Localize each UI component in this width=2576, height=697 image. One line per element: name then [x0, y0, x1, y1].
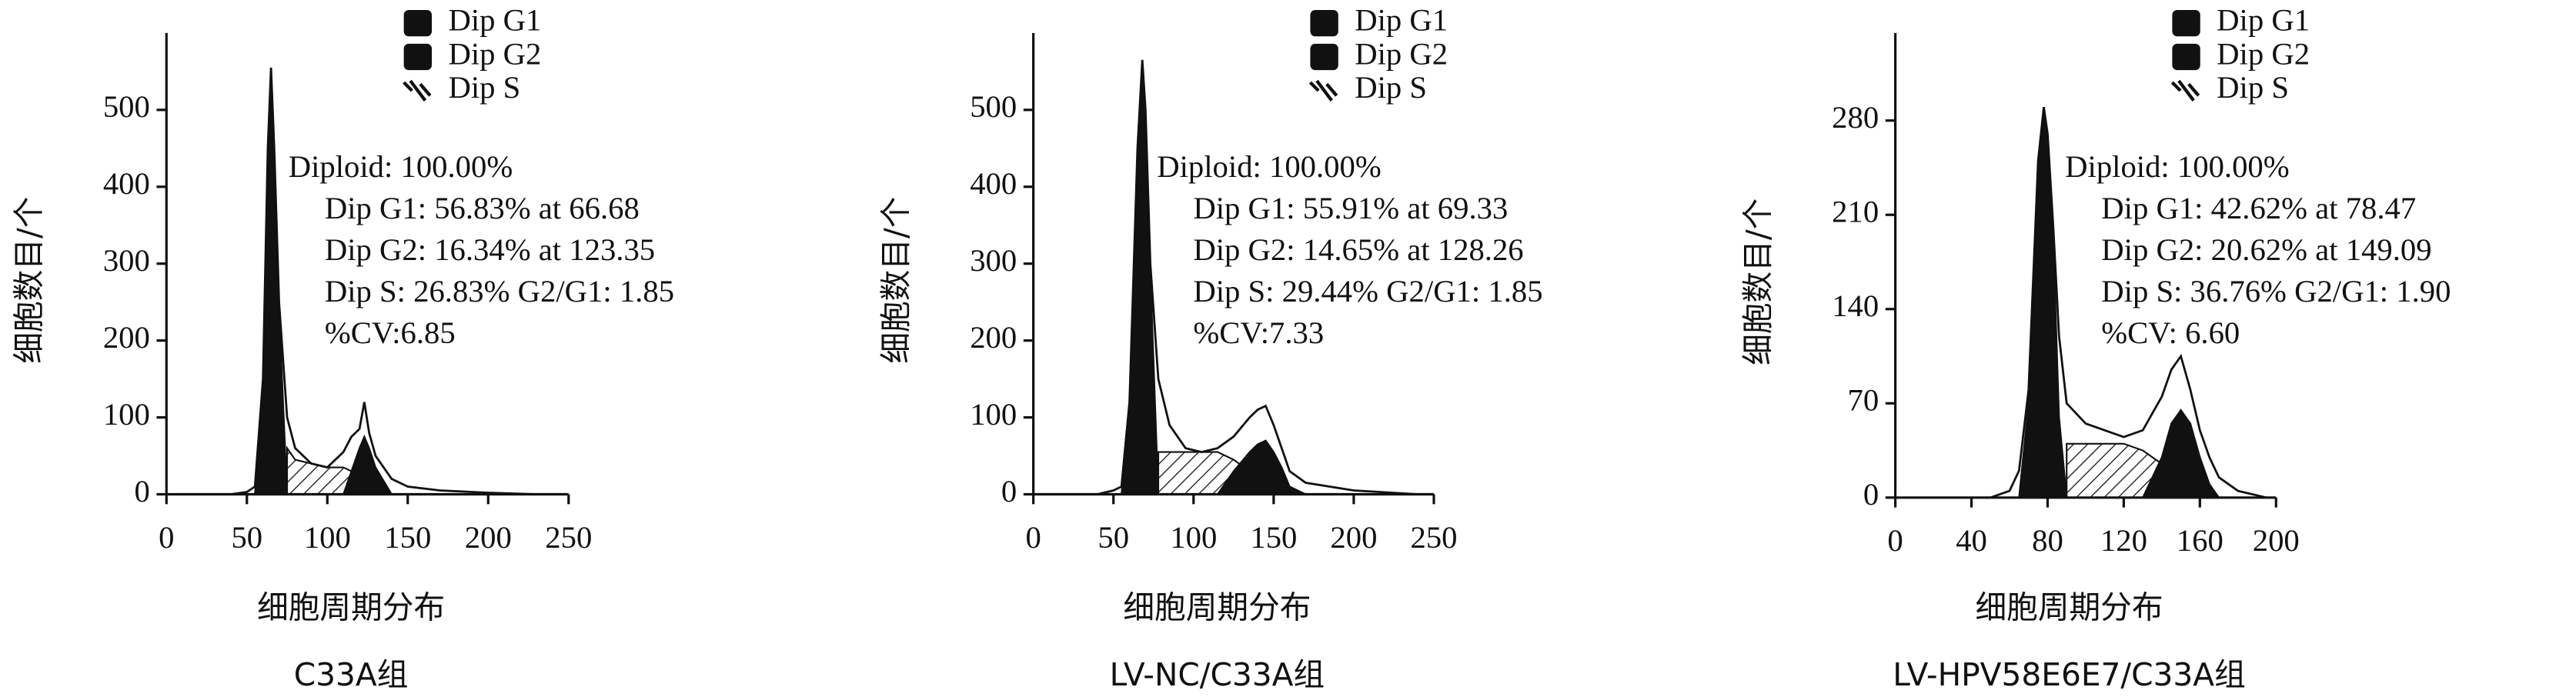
y-tick-label: 400: [103, 166, 150, 201]
y-axis-label: 细胞数目/个: [1739, 198, 1776, 365]
y-tick-label: 200: [970, 320, 1017, 355]
y-tick-label: 300: [103, 243, 150, 278]
legend-swatch: [1310, 43, 1338, 71]
annotation: %CV:7.33: [1193, 315, 1324, 350]
legend-label: Dip G1: [448, 2, 541, 37]
annotation: Diploid: 100.00%: [2065, 149, 2289, 184]
y-tick-label: 140: [1832, 288, 1879, 323]
y-tick-label: 280: [1832, 100, 1879, 135]
x-tick-label: 0: [1025, 520, 1041, 555]
x-tick-label: 0: [159, 520, 174, 555]
y-tick-label: 300: [970, 243, 1017, 278]
x-tick-label: 0: [1887, 523, 1903, 558]
x-tick-label: 40: [1956, 523, 1987, 558]
caption: LV-NC/C33A组: [1110, 656, 1325, 693]
legend-swatch: [1308, 79, 1338, 102]
x-tick-label: 160: [2177, 523, 2224, 558]
caption: LV-HPV58E6E7/C33A组: [1893, 656, 2246, 693]
y-tick-label: 400: [970, 166, 1017, 201]
y-tick-label: 100: [970, 397, 1017, 432]
legend-swatch: [2170, 79, 2200, 102]
annotation: Dip G1: 56.83% at 66.68: [325, 191, 640, 225]
y-tick-label: 210: [1832, 195, 1879, 229]
y-tick-label: 0: [1863, 477, 1879, 512]
legend-label: Dip G2: [448, 36, 541, 71]
y-tick-label: 500: [970, 89, 1017, 124]
series-area: [2018, 113, 2068, 499]
legend-label: Dip G2: [1355, 36, 1448, 71]
y-axis-label: 细胞数目/个: [11, 197, 48, 364]
x-tick-label: 200: [1330, 520, 1377, 555]
x-tick-label: 200: [465, 520, 512, 555]
x-tick-label: 150: [384, 520, 431, 555]
legend-label: Dip S: [2217, 70, 2289, 105]
legend-label: Dip G1: [1355, 2, 1448, 37]
series-area: [1215, 439, 1306, 495]
legend-swatch: [403, 43, 433, 71]
x-tick-label: 120: [2100, 523, 2147, 558]
y-tick-label: 70: [1848, 383, 1879, 418]
caption: C33A组: [294, 656, 409, 693]
x-tick-label: 100: [1170, 520, 1217, 555]
histogram-outline: [1990, 106, 2267, 499]
x-tick-label: 50: [231, 520, 262, 555]
annotation: %CV: 6.60: [2101, 315, 2240, 350]
y-tick-label: 100: [103, 397, 150, 432]
y-tick-label: 0: [135, 474, 150, 509]
y-tick-label: 500: [103, 89, 150, 124]
y-axis-label: 细胞数目/个: [877, 197, 914, 364]
histogram-outline: [1097, 59, 1418, 495]
x-tick-label: 250: [545, 520, 592, 555]
annotation: Diploid: 100.00%: [1157, 149, 1381, 184]
legend-label: Dip S: [448, 70, 520, 105]
x-axis-label: 细胞周期分布: [257, 589, 445, 625]
legend-label: Dip S: [1355, 70, 1427, 105]
x-tick-label: 250: [1411, 520, 1458, 555]
legend-label: Dip G2: [2217, 36, 2310, 71]
y-tick-label: 200: [103, 320, 150, 355]
x-tick-label: 80: [2032, 523, 2063, 558]
x-tick-label: 150: [1250, 520, 1297, 555]
annotation: Dip G1: 55.91% at 69.33: [1193, 191, 1508, 225]
annotation: Diploid: 100.00%: [289, 149, 513, 184]
x-tick-label: 50: [1098, 520, 1129, 555]
legend-swatch: [2172, 43, 2200, 71]
annotation: Dip G2: 14.65% at 128.26: [1193, 232, 1523, 267]
annotation: Dip G2: 16.34% at 123.35: [325, 232, 655, 267]
y-tick-label: 0: [1001, 474, 1017, 509]
annotation: %CV:6.85: [325, 315, 456, 350]
annotation: Dip S: 26.83% G2/G1: 1.85: [325, 274, 674, 308]
x-axis-label: 细胞周期分布: [1123, 589, 1311, 625]
legend-swatch: [2172, 9, 2200, 37]
annotation: Dip S: 29.44% G2/G1: 1.85: [1193, 274, 1542, 308]
legend-swatch: [1310, 9, 1338, 37]
annotation: Dip G2: 20.62% at 149.09: [2101, 232, 2431, 267]
legend-swatch: [403, 9, 433, 37]
annotation: Dip G1: 42.62% at 78.47: [2101, 191, 2416, 225]
series-area: [2141, 409, 2221, 499]
x-tick-label: 100: [304, 520, 351, 555]
histogram-outline: [230, 67, 537, 495]
annotation: Dip S: 36.76% G2/G1: 1.90: [2101, 274, 2451, 308]
x-tick-label: 200: [2253, 523, 2300, 558]
x-axis-label: 细胞周期分布: [1976, 589, 2163, 625]
legend-swatch: [403, 79, 432, 102]
series-area: [342, 434, 393, 495]
legend-label: Dip G1: [2217, 2, 2310, 37]
